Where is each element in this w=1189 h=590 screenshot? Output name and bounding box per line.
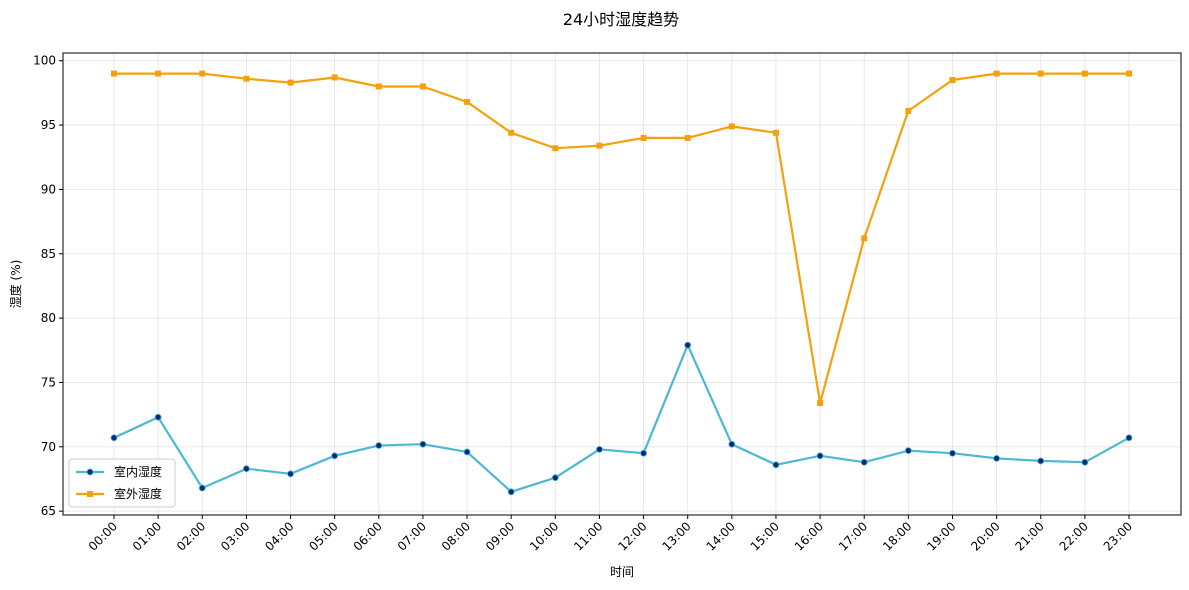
data-point (640, 134, 647, 141)
x-tick-label: 14:00 (704, 519, 738, 553)
y-tick-label: 80 (41, 311, 56, 325)
data-point (198, 484, 206, 492)
data-point (199, 70, 206, 77)
y-tick-label: 85 (41, 247, 56, 261)
x-tick-label: 12:00 (615, 519, 649, 553)
data-point (375, 442, 383, 449)
data-point (1081, 70, 1088, 77)
legend-label: 室外湿度 (114, 486, 162, 501)
x-axis: 00:00 01:00 02:00 03:00 04:00 05:00 06:00 07:00… (86, 515, 1135, 554)
series-layer (110, 70, 1133, 496)
x-tick-label: 10:00 (527, 519, 561, 553)
x-tick-label: 23:00 (1101, 519, 1135, 553)
data-point (287, 470, 294, 478)
data-point (1125, 434, 1133, 442)
data-point (684, 134, 691, 141)
data-point (817, 400, 824, 407)
data-point (551, 474, 559, 482)
x-tick-label: 11:00 (571, 519, 605, 553)
data-point (331, 452, 339, 460)
data-point (419, 440, 427, 448)
data-point (772, 461, 780, 469)
x-tick-label: 20:00 (968, 519, 1002, 553)
data-point (772, 129, 779, 136)
data-point (375, 83, 382, 90)
data-point (816, 452, 824, 460)
y-tick-label: 90 (41, 182, 56, 196)
x-tick-label: 17:00 (836, 519, 870, 553)
legend-marker (87, 491, 93, 497)
data-point (508, 129, 515, 136)
data-point (596, 142, 603, 149)
data-point (331, 74, 338, 81)
data-point (904, 447, 912, 455)
chart-title: 24小时湿度趋势 (563, 10, 679, 29)
data-point (242, 465, 250, 473)
x-tick-label: 02:00 (174, 519, 208, 553)
data-point (110, 434, 118, 442)
data-point (155, 70, 162, 77)
data-point (1037, 457, 1045, 465)
y-axis: 65 70 75 80 85 90 95 100 (33, 54, 63, 518)
data-point (949, 449, 956, 457)
data-point (684, 341, 692, 349)
series-line (113, 344, 1130, 493)
x-tick-label: 00:00 (86, 519, 120, 553)
y-tick-label: 95 (41, 118, 56, 132)
y-tick-label: 70 (41, 440, 56, 454)
data-point (111, 70, 117, 77)
data-point (507, 488, 515, 496)
plot-area-frame (62, 52, 1182, 516)
data-point (640, 449, 647, 457)
data-point (464, 98, 471, 105)
y-tick-label: 65 (41, 504, 56, 518)
data-point (1037, 70, 1044, 77)
x-tick-label: 16:00 (792, 519, 826, 553)
y-tick-label: 100 (33, 54, 56, 68)
series-1 (110, 341, 1133, 496)
y-tick-label: 75 (41, 375, 56, 389)
data-point (243, 75, 250, 82)
x-tick-label: 18:00 (880, 519, 914, 553)
data-point (1081, 458, 1089, 466)
x-tick-label: 03:00 (218, 519, 252, 553)
x-tick-label: 06:00 (351, 519, 385, 553)
data-point (1126, 70, 1132, 77)
data-point (993, 454, 1001, 462)
x-tick-label: 22:00 (1057, 519, 1091, 553)
series-line (114, 72, 1129, 405)
data-point (860, 458, 868, 466)
x-tick-label: 09:00 (483, 519, 517, 553)
x-tick-label: 15:00 (748, 519, 782, 553)
x-tick-label: 13:00 (659, 519, 693, 553)
x-tick-label: 04:00 (262, 519, 296, 553)
data-point (287, 79, 294, 86)
y-axis-label: 湿度 (%) (8, 260, 23, 309)
x-tick-label: 19:00 (924, 519, 958, 553)
data-point (861, 235, 868, 242)
legend-marker (86, 468, 94, 476)
x-axis-label: 时间 (610, 565, 634, 579)
x-tick-label: 01:00 (130, 519, 164, 553)
data-point (419, 83, 426, 90)
x-tick-label: 05:00 (306, 519, 340, 553)
data-point (154, 413, 162, 421)
grid (63, 53, 1181, 515)
data-point (596, 445, 603, 453)
x-tick-label: 08:00 (439, 519, 473, 553)
x-tick-label: 07:00 (395, 519, 429, 553)
data-point (552, 145, 559, 152)
data-point (949, 77, 956, 84)
data-point (728, 440, 736, 448)
series-2 (111, 70, 1132, 407)
data-point (993, 70, 1000, 77)
data-point (728, 123, 735, 130)
data-point (905, 107, 912, 114)
legend-label: 室内湿度 (114, 464, 162, 479)
x-tick-label: 21:00 (1012, 519, 1046, 553)
data-point (463, 448, 471, 456)
